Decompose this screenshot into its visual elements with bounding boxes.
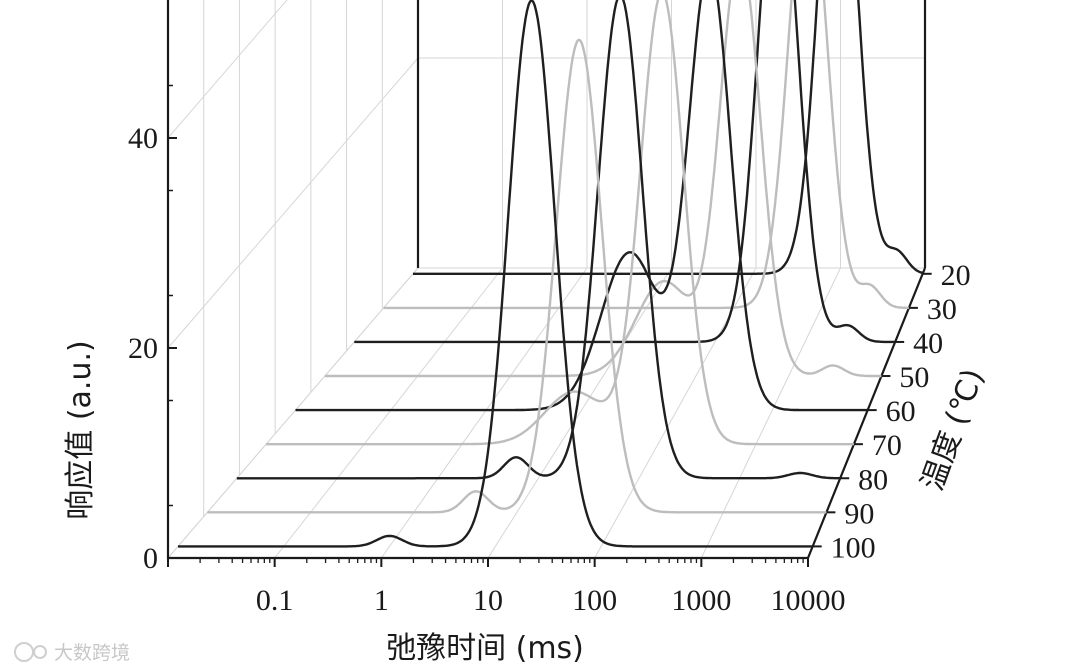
x-tick-label: 0.1 <box>256 584 294 617</box>
z-tick-label: 80 <box>858 463 888 496</box>
z-tick-label: 100 <box>831 531 876 564</box>
z-tick-label: 90 <box>844 497 874 530</box>
y-tick-label: 40 <box>128 122 158 155</box>
x-axis-title: 弛豫时间 (ms) <box>386 631 584 666</box>
grid-line <box>167 0 288 139</box>
series-line-70 <box>266 0 854 446</box>
grid-line <box>167 267 419 559</box>
series-line-30 <box>383 0 909 310</box>
series-line-90 <box>207 38 827 514</box>
y-axis-title: 响应值 (a.u.) <box>63 340 98 519</box>
watermark: 大数跨境 <box>14 642 130 664</box>
grid-line <box>487 267 672 559</box>
z-tick-label: 30 <box>927 293 957 326</box>
z-tick-label: 40 <box>913 327 943 360</box>
z-tick-label: 60 <box>886 395 916 428</box>
x-tick-label: 10000 <box>771 584 846 617</box>
watermark-logo-dot-icon <box>33 645 47 659</box>
z-tick-label: 50 <box>899 361 929 394</box>
series-layer <box>178 0 923 548</box>
series-line-50 <box>324 0 882 378</box>
axes-frame <box>166 0 932 567</box>
depth-axis-edge <box>806 267 927 559</box>
z-tick-label: 70 <box>872 429 902 462</box>
series-line-60 <box>295 0 868 412</box>
watermark-text: 大数跨境 <box>54 642 130 664</box>
grid-line <box>274 267 503 559</box>
watermark-logo-icon <box>14 642 34 662</box>
x-tick-label: 100 <box>572 584 617 617</box>
series-line-80 <box>236 0 841 480</box>
x-tick-label: 1000 <box>671 584 731 617</box>
x-tick-label: 10 <box>473 584 503 617</box>
series-line-20 <box>413 0 923 275</box>
series-line-100 <box>178 0 813 548</box>
back-wall-edge <box>923 0 927 268</box>
grid-line <box>167 57 419 349</box>
tick-labels: 02040600.1110100100010000203040506070809… <box>128 122 971 617</box>
z-tick-label: 20 <box>941 259 971 292</box>
left-wall-edge <box>416 0 420 268</box>
x-tick-label: 1 <box>374 584 389 617</box>
grid-line <box>700 267 841 559</box>
front-axis-edge <box>166 0 808 560</box>
y-tick-label: 0 <box>143 542 158 575</box>
y-tick-label: 20 <box>128 332 158 365</box>
grid-line <box>380 267 588 559</box>
